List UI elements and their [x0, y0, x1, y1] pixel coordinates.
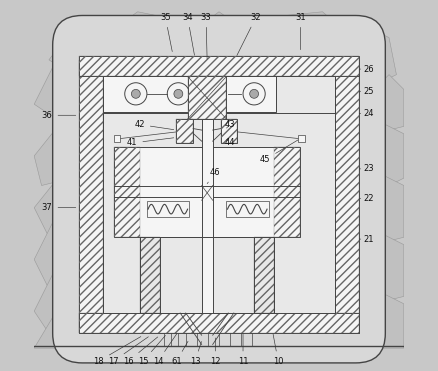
Text: 37: 37 — [42, 203, 76, 212]
Text: 35: 35 — [160, 13, 172, 52]
FancyBboxPatch shape — [53, 16, 385, 363]
Bar — [147, 201, 189, 217]
Polygon shape — [34, 311, 86, 348]
Text: 33: 33 — [201, 13, 212, 59]
Bar — [254, 237, 275, 313]
Text: 23: 23 — [360, 164, 374, 173]
Polygon shape — [175, 12, 256, 60]
Text: 61: 61 — [171, 341, 188, 365]
Bar — [78, 313, 360, 334]
Bar — [221, 119, 237, 143]
Bar — [187, 76, 226, 119]
Text: 32: 32 — [237, 13, 261, 56]
Text: 12: 12 — [210, 338, 221, 365]
Bar — [102, 76, 336, 313]
Polygon shape — [34, 171, 86, 237]
Bar — [221, 119, 237, 143]
Text: 42: 42 — [134, 120, 174, 129]
Text: 22: 22 — [360, 194, 374, 203]
Polygon shape — [330, 23, 396, 89]
Text: 31: 31 — [295, 13, 306, 50]
Bar — [78, 56, 360, 76]
Circle shape — [174, 89, 183, 98]
Polygon shape — [34, 215, 86, 289]
Text: 18: 18 — [94, 336, 141, 365]
Text: 46: 46 — [207, 168, 221, 184]
Bar — [102, 76, 276, 112]
Text: 41: 41 — [127, 138, 174, 148]
Polygon shape — [352, 75, 404, 134]
Circle shape — [131, 89, 140, 98]
Circle shape — [167, 83, 189, 105]
Bar — [275, 147, 300, 237]
Text: 34: 34 — [182, 13, 194, 55]
Bar — [113, 147, 300, 237]
Text: 36: 36 — [42, 111, 76, 120]
Polygon shape — [256, 12, 352, 67]
Bar — [177, 119, 193, 143]
Circle shape — [125, 83, 147, 105]
Text: 26: 26 — [360, 65, 374, 73]
Polygon shape — [34, 267, 86, 334]
Bar — [113, 147, 140, 237]
Bar — [113, 135, 120, 142]
Bar — [201, 119, 213, 186]
Circle shape — [243, 83, 265, 105]
Text: 16: 16 — [123, 337, 158, 365]
Polygon shape — [352, 119, 404, 193]
Polygon shape — [49, 16, 138, 75]
Text: 15: 15 — [138, 335, 166, 365]
Polygon shape — [345, 289, 404, 348]
Text: 17: 17 — [108, 337, 148, 365]
Text: 10: 10 — [273, 334, 283, 365]
Text: 13: 13 — [190, 342, 201, 365]
Text: 11: 11 — [238, 334, 248, 365]
Bar — [298, 135, 305, 142]
Polygon shape — [352, 230, 404, 304]
Bar — [78, 313, 360, 334]
Bar — [140, 237, 160, 313]
Bar — [336, 60, 360, 334]
Text: 44: 44 — [225, 138, 235, 148]
Text: 21: 21 — [360, 234, 374, 244]
Bar — [201, 186, 213, 237]
Polygon shape — [101, 12, 175, 60]
Bar — [140, 237, 275, 313]
Circle shape — [250, 89, 258, 98]
Bar — [78, 60, 102, 334]
Bar — [78, 60, 102, 334]
Bar — [78, 56, 360, 76]
Text: 45: 45 — [260, 140, 298, 164]
Text: 24: 24 — [360, 109, 374, 118]
Circle shape — [211, 89, 220, 98]
Bar — [226, 201, 269, 217]
Polygon shape — [352, 171, 404, 244]
Bar — [254, 237, 275, 313]
Circle shape — [204, 83, 226, 105]
Text: 14: 14 — [153, 334, 177, 365]
Bar — [140, 237, 160, 313]
Text: 25: 25 — [360, 87, 374, 96]
Text: 43: 43 — [225, 120, 235, 129]
Bar — [177, 119, 193, 143]
Polygon shape — [34, 119, 86, 186]
Bar — [187, 76, 226, 119]
Polygon shape — [34, 45, 101, 119]
Bar — [336, 60, 360, 334]
Bar — [201, 237, 213, 313]
